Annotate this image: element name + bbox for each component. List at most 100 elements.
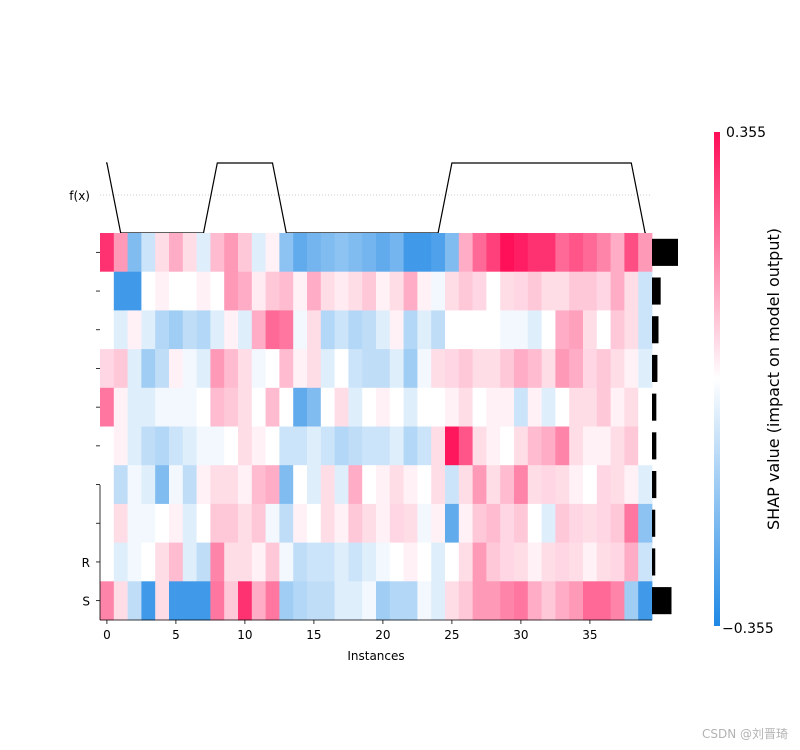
heatmap-cell (500, 233, 515, 273)
heatmap-cell (638, 465, 653, 505)
heatmap-cell (100, 426, 115, 466)
heatmap-cell (541, 271, 556, 311)
heatmap-cell (500, 310, 515, 350)
heatmap-cell (293, 581, 308, 621)
heatmap-cell (610, 271, 625, 311)
heatmap-cell (224, 271, 239, 311)
heatmap-cell (127, 387, 142, 427)
heatmap-cell (583, 349, 598, 389)
heatmap-cell (307, 542, 322, 582)
heatmap-cell (113, 233, 128, 273)
heatmap-cell (376, 310, 391, 350)
heatmap-cell (569, 581, 584, 621)
fx-curve (106, 162, 646, 234)
colorbar-title: SHAP value (impact on model output) (764, 228, 783, 530)
heatmap-cell (169, 387, 184, 427)
heatmap-cell (458, 581, 473, 621)
heatmap-cell (182, 581, 197, 621)
heatmap-cell (389, 271, 404, 311)
heatmap-cell (141, 349, 156, 389)
heatmap-cell (265, 310, 280, 350)
heatmap-cell (182, 310, 197, 350)
heatmap-cell (141, 310, 156, 350)
heatmap-cell (610, 581, 625, 621)
heatmap-cell (113, 387, 128, 427)
x-tick-label: 5 (172, 628, 180, 642)
heatmap-cell (334, 310, 349, 350)
heatmap-cell (569, 465, 584, 505)
heatmap-cell (307, 271, 322, 311)
heatmap-cell (348, 465, 363, 505)
heatmap-cell (113, 271, 128, 311)
heatmap-cell (155, 426, 170, 466)
heatmap-cell (624, 310, 639, 350)
heatmap-cell (182, 349, 197, 389)
heatmap-cell (638, 503, 653, 543)
heatmap-cell (307, 581, 322, 621)
importance-bar (652, 587, 672, 615)
heatmap-cell (251, 581, 266, 621)
heatmap-cell (169, 349, 184, 389)
heatmap-cell (362, 503, 377, 543)
heatmap-cell (334, 271, 349, 311)
heatmap-cell (500, 465, 515, 505)
heatmap-cell (320, 233, 335, 273)
heatmap-cell (472, 233, 487, 273)
heatmap-cell (486, 426, 501, 466)
heatmap-cell (555, 426, 570, 466)
heatmap-cell (541, 503, 556, 543)
heatmap-cell (555, 581, 570, 621)
heatmap-cell (445, 542, 460, 582)
heatmap-cell (127, 233, 142, 273)
heatmap-cell (196, 233, 211, 273)
heatmap-cell (431, 310, 446, 350)
heatmap-cell (486, 503, 501, 543)
heatmap-cell (596, 426, 611, 466)
heatmap-cell (624, 271, 639, 311)
heatmap-cell (279, 310, 294, 350)
heatmap-cell (431, 387, 446, 427)
heatmap-cell (210, 542, 225, 582)
heatmap-cell (500, 426, 515, 466)
heatmap-cell (417, 233, 432, 273)
heatmap-cell (127, 581, 142, 621)
heatmap-cell (348, 310, 363, 350)
heatmap-cell (472, 387, 487, 427)
heatmap-cell (583, 542, 598, 582)
heatmap-cell (555, 310, 570, 350)
heatmap-cell (251, 542, 266, 582)
heatmap-cell (624, 349, 639, 389)
heatmap-cell (514, 426, 529, 466)
heatmap-cell (293, 233, 308, 273)
heatmap-cell (265, 271, 280, 311)
x-tick-label: 15 (306, 628, 321, 642)
heatmap-cell (555, 271, 570, 311)
heatmap-cell (127, 503, 142, 543)
heatmap-cell (472, 426, 487, 466)
heatmap-cell (569, 542, 584, 582)
heatmap-cell (182, 233, 197, 273)
importance-bar (652, 471, 657, 499)
heatmap-cell (210, 310, 225, 350)
heatmap-cell (113, 542, 128, 582)
heatmap-cell (583, 271, 598, 311)
heatmap-cell (458, 310, 473, 350)
heatmap-cell (127, 542, 142, 582)
heatmap-cell (362, 271, 377, 311)
heatmap-cell (417, 581, 432, 621)
heatmap-cell (334, 503, 349, 543)
heatmap-cell (527, 503, 542, 543)
heatmap-cell (169, 465, 184, 505)
heatmap-cell (169, 271, 184, 311)
heatmap-cell (113, 465, 128, 505)
heatmap-cell (279, 233, 294, 273)
heatmap-cell (238, 426, 253, 466)
heatmap-cell (376, 503, 391, 543)
heatmap-cell (334, 542, 349, 582)
heatmap-cell (362, 310, 377, 350)
heatmap-cell (624, 465, 639, 505)
heatmap-cell (610, 465, 625, 505)
heatmap-cell (624, 426, 639, 466)
heatmap-cell (155, 465, 170, 505)
heatmap-cell (127, 271, 142, 311)
